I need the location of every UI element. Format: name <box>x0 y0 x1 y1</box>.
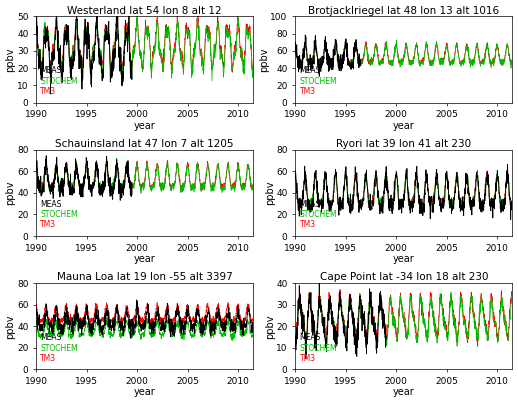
Y-axis label: ppbv: ppbv <box>6 314 16 339</box>
Text: TM3: TM3 <box>40 354 56 363</box>
Y-axis label: ppbv: ppbv <box>6 181 16 205</box>
Y-axis label: ppbv: ppbv <box>265 181 275 205</box>
Text: MEAS: MEAS <box>299 66 321 75</box>
X-axis label: year: year <box>393 120 415 131</box>
Title: Westerland lat 54 lon 8 alt 12: Westerland lat 54 lon 8 alt 12 <box>67 6 222 16</box>
X-axis label: year: year <box>134 387 155 397</box>
Text: MEAS: MEAS <box>299 333 321 342</box>
Text: TM3: TM3 <box>299 220 315 229</box>
Title: Cape Point lat -34 lon 18 alt 230: Cape Point lat -34 lon 18 alt 230 <box>320 272 488 283</box>
Text: MEAS: MEAS <box>40 200 62 209</box>
Title: Ryori lat 39 lon 41 alt 230: Ryori lat 39 lon 41 alt 230 <box>336 139 471 149</box>
Y-axis label: ppbv: ppbv <box>265 314 275 339</box>
Text: STOCHEM: STOCHEM <box>40 343 78 353</box>
Text: STOCHEM: STOCHEM <box>40 77 78 86</box>
Text: MEAS: MEAS <box>299 200 321 209</box>
Y-axis label: ppbv: ppbv <box>259 47 269 72</box>
X-axis label: year: year <box>134 120 155 131</box>
Y-axis label: ppbv: ppbv <box>6 47 16 72</box>
Text: TM3: TM3 <box>299 354 315 363</box>
Title: Schauinsland lat 47 lon 7 alt 1205: Schauinsland lat 47 lon 7 alt 1205 <box>55 139 234 149</box>
Text: STOCHEM: STOCHEM <box>299 210 337 219</box>
Title: Brotjacklriegel lat 48 lon 13 alt 1016: Brotjacklriegel lat 48 lon 13 alt 1016 <box>308 6 499 16</box>
X-axis label: year: year <box>134 254 155 264</box>
Text: MEAS: MEAS <box>40 333 62 342</box>
Text: TM3: TM3 <box>40 87 56 96</box>
Text: STOCHEM: STOCHEM <box>299 77 337 86</box>
X-axis label: year: year <box>393 254 415 264</box>
Text: STOCHEM: STOCHEM <box>299 343 337 353</box>
Text: MEAS: MEAS <box>40 66 62 75</box>
Text: TM3: TM3 <box>299 87 315 96</box>
Text: STOCHEM: STOCHEM <box>40 210 78 219</box>
X-axis label: year: year <box>393 387 415 397</box>
Text: TM3: TM3 <box>40 220 56 229</box>
Title: Mauna Loa lat 19 lon -55 alt 3397: Mauna Loa lat 19 lon -55 alt 3397 <box>57 272 233 283</box>
